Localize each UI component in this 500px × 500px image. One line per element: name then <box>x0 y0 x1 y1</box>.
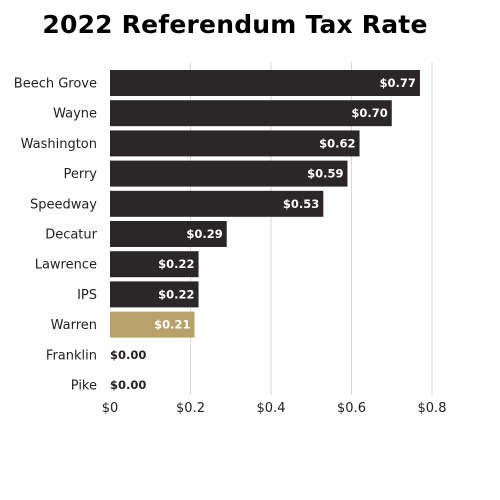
bar-speedway <box>110 190 324 217</box>
chart-title: 2022 Referendum Tax Rate <box>42 10 428 39</box>
data-label: $0.77 <box>380 76 416 90</box>
data-label: $0.22 <box>158 287 194 301</box>
data-label: $0.21 <box>154 318 190 332</box>
category-label: Speedway <box>30 197 97 212</box>
data-labels: $0.77 $0.70 $0.62 $0.59 $0.53 $0.29 $0.22 $0.22… <box>110 76 416 392</box>
data-label: $0.62 <box>319 136 355 150</box>
data-label: $0.53 <box>283 197 319 211</box>
bar-beech-grove <box>110 70 420 96</box>
category-label: Washington <box>21 137 97 152</box>
bar-washington <box>110 130 360 157</box>
data-label: $0.70 <box>351 106 387 120</box>
category-label: Franklin <box>46 348 97 363</box>
bar-decatur <box>110 221 227 247</box>
data-label: $0.59 <box>307 167 343 181</box>
bar-warren <box>110 311 195 338</box>
data-label: $0.22 <box>158 257 194 271</box>
category-labels: Beech Grove Wayne Washington Perry Speedway D… <box>14 77 98 394</box>
x-tick-label: $0.6 <box>337 401 366 416</box>
x-tick-label: $0.2 <box>176 401 205 416</box>
data-label: $0.00 <box>110 378 146 392</box>
category-label: Lawrence <box>35 258 97 273</box>
x-tick-label: $0 <box>102 401 119 416</box>
bar-perry <box>110 160 348 187</box>
bars <box>110 70 420 338</box>
x-tick-label: $0.8 <box>418 401 447 416</box>
category-label: Wayne <box>53 107 97 122</box>
data-label: $0.29 <box>186 227 222 241</box>
bar-wayne <box>110 100 392 127</box>
category-label: Pike <box>71 379 97 394</box>
x-tick-label: $0.4 <box>257 401 286 416</box>
category-label: Beech Grove <box>14 77 97 92</box>
category-label: Perry <box>63 167 97 182</box>
bar-ips <box>110 281 199 308</box>
category-label: IPS <box>77 288 97 303</box>
category-label: Decatur <box>45 228 97 243</box>
data-label: $0.00 <box>110 348 146 362</box>
bar-lawrence <box>110 251 199 278</box>
x-axis-ticks: $0 $0.2 $0.4 $0.6 $0.8 <box>102 401 447 416</box>
category-label: Warren <box>51 318 97 333</box>
